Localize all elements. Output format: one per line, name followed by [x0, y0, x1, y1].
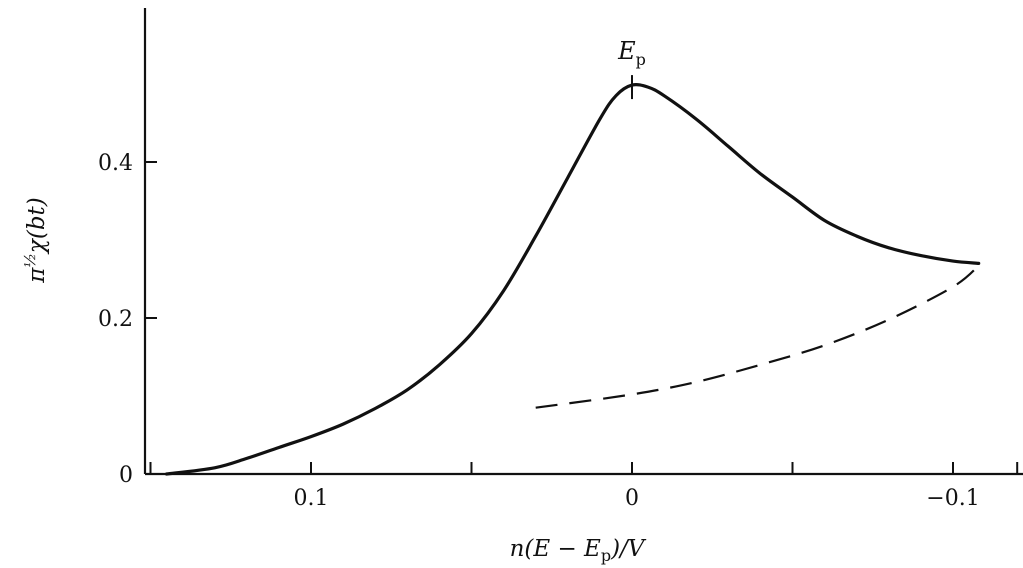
x-ticks	[149, 462, 1019, 474]
x-tick-label: −0.1	[926, 486, 979, 511]
peak-label-main: E	[617, 37, 636, 65]
peak-label: Ep	[617, 37, 646, 69]
x-axis-label-post: )/V	[610, 536, 647, 562]
y-tick-label: 0	[119, 463, 133, 488]
peak-annotation: Ep	[617, 37, 646, 100]
series-dashed-line	[535, 264, 980, 409]
x-axis-label: n(E − Ep)/V	[510, 536, 647, 565]
y-tick-labels: 0 0.2 0.4	[98, 151, 133, 488]
y-ticks	[145, 161, 157, 319]
y-axis-label: π½χ(bt)	[21, 197, 50, 284]
series-solid-line	[165, 82, 981, 476]
y-tick-label: 0.2	[98, 307, 133, 332]
y-axis-label-pi: π	[24, 267, 50, 284]
series-layer	[165, 82, 981, 476]
y-axis-label-exp: ½	[21, 253, 39, 268]
peak-label-sub: p	[636, 50, 646, 69]
y-tick-label: 0.4	[98, 151, 133, 176]
y-axis-label-rest: χ(bt)	[24, 197, 50, 255]
x-axis-label-sub: p	[601, 546, 611, 565]
x-tick-label: 0.1	[294, 486, 329, 511]
x-tick-labels: 0.1 0 −0.1	[294, 486, 980, 511]
x-axis-label-pre: n(E − E	[510, 536, 601, 562]
x-tick-label: 0	[625, 486, 639, 511]
